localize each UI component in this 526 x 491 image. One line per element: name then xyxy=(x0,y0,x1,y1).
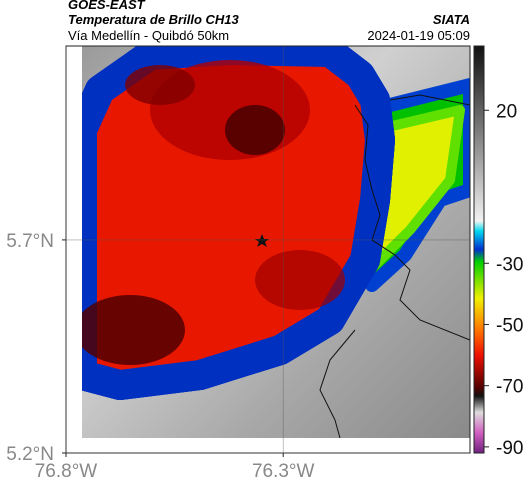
header-title: GOES-EAST xyxy=(68,0,146,12)
colorbar-tick-label: -90 xyxy=(496,438,523,459)
colorbar xyxy=(473,45,485,454)
header-region: Vía Medellín - Quibdó 50km xyxy=(68,28,229,43)
x-tick-label: 76.8°W xyxy=(35,461,98,482)
y-tick-label: 5.2°N xyxy=(6,444,54,465)
colorbar-tick-label: -30 xyxy=(496,254,523,275)
colorbar-tick-label: -50 xyxy=(496,315,523,336)
header-subtitle: Temperatura de Brillo CH13 xyxy=(68,12,240,27)
location-star xyxy=(255,234,269,247)
colorbar-tick-label: -70 xyxy=(496,377,523,398)
x-tick-label: 76.3°W xyxy=(252,461,315,482)
y-tick-label: 5.7°N xyxy=(6,231,54,252)
colorbar-tick-label: 20 xyxy=(496,101,517,122)
satellite-image xyxy=(82,46,470,438)
header-source: SIATA xyxy=(433,12,470,27)
header-timestamp: 2024-01-19 05:09 xyxy=(367,28,470,43)
